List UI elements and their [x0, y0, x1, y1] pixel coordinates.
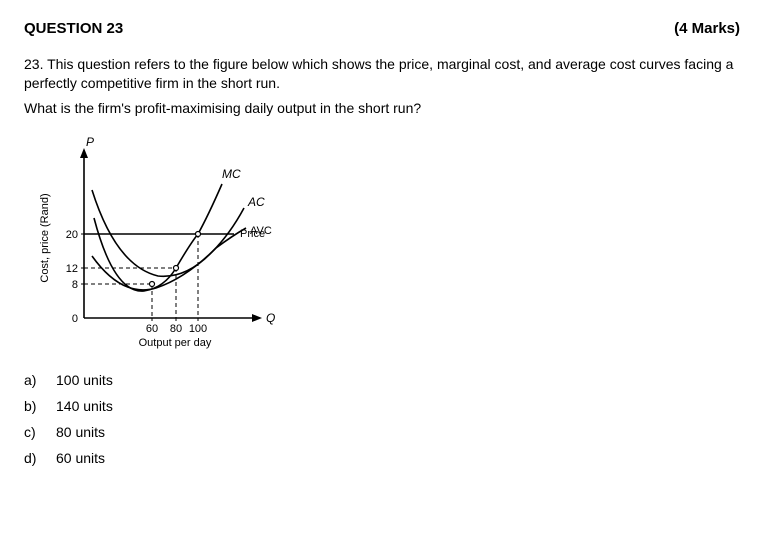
option-text: 80 units: [56, 424, 105, 440]
option-c[interactable]: c) 80 units: [24, 424, 740, 440]
svg-text:20: 20: [66, 229, 78, 241]
svg-text:AC: AC: [247, 195, 265, 209]
option-letter: c): [24, 424, 56, 440]
option-b[interactable]: b) 140 units: [24, 398, 740, 414]
answer-options: a) 100 units b) 140 units c) 80 units d)…: [24, 372, 740, 466]
chart-svg: Cost, price (Rand) P Q 0 8 12 20 60 80 100 Output …: [36, 126, 296, 356]
svg-text:12: 12: [66, 263, 78, 275]
option-text: 140 units: [56, 398, 113, 414]
question-text-line1: 23. This question refers to the figure b…: [24, 55, 740, 93]
question-header: QUESTION 23 (4 Marks): [24, 20, 740, 37]
question-title: QUESTION 23: [24, 20, 123, 37]
option-letter: d): [24, 450, 56, 466]
option-text: 100 units: [56, 372, 113, 388]
svg-text:80: 80: [170, 323, 182, 335]
svg-text:Cost, price (Rand): Cost, price (Rand): [39, 193, 51, 282]
svg-text:100: 100: [189, 323, 207, 335]
option-letter: b): [24, 398, 56, 414]
svg-text:P: P: [86, 135, 94, 149]
cost-curves-chart: Cost, price (Rand) P Q 0 8 12 20 60 80 100 Output …: [36, 126, 740, 356]
option-a[interactable]: a) 100 units: [24, 372, 740, 388]
question-marks: (4 Marks): [674, 20, 740, 37]
option-text: 60 units: [56, 450, 105, 466]
question-text-line2: What is the firm's profit-maximising dai…: [24, 99, 740, 118]
svg-text:Q: Q: [266, 311, 275, 325]
svg-text:60: 60: [146, 323, 158, 335]
svg-text:MC: MC: [222, 167, 241, 181]
svg-text:AVC: AVC: [250, 225, 272, 237]
option-d[interactable]: d) 60 units: [24, 450, 740, 466]
svg-text:Output per day: Output per day: [139, 337, 212, 349]
svg-text:8: 8: [72, 279, 78, 291]
svg-text:0: 0: [72, 313, 78, 325]
option-letter: a): [24, 372, 56, 388]
